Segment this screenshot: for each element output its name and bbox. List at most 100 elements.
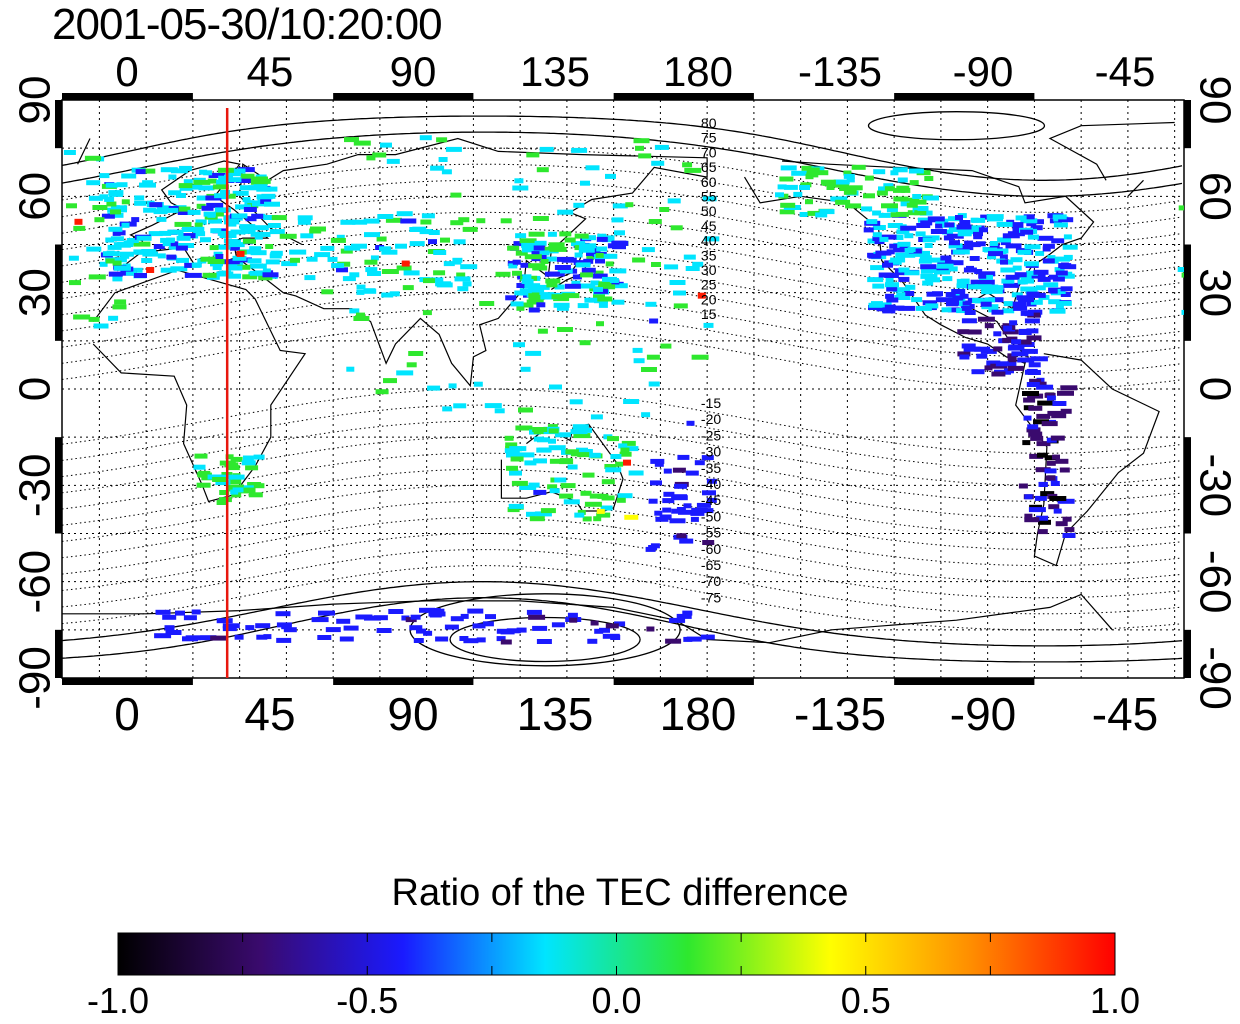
tec-cell: [682, 610, 693, 616]
tec-cell: [1037, 235, 1054, 241]
tec-cell: [988, 251, 1003, 257]
tec-cell: [452, 257, 463, 263]
tec-cell: [342, 276, 356, 282]
contour-line: [62, 292, 1183, 358]
left-lat-label: -90: [11, 646, 60, 710]
tec-cell: [612, 240, 627, 246]
tec-cell: [516, 627, 527, 633]
tec-cell: [352, 219, 368, 225]
tec-cell: [379, 246, 391, 252]
tec-cell: [1038, 481, 1048, 487]
tec-cell: [177, 210, 195, 215]
tec-cell: [1024, 244, 1041, 250]
tec-cell: [202, 272, 217, 278]
tec-cell: [894, 295, 911, 300]
tec-cell: [225, 239, 241, 245]
top-lon-label: -90: [953, 48, 1014, 95]
tec-cell: [331, 263, 345, 269]
tec-cell: [609, 268, 627, 274]
tec-cell: [263, 634, 272, 640]
tec-cell: [179, 185, 193, 191]
tec-cell: [203, 170, 213, 176]
tec-cell: [524, 460, 537, 466]
tec-cell: [134, 200, 147, 206]
tec-cell: [442, 406, 453, 412]
tec-cell: [176, 257, 189, 263]
tec-cell: [993, 285, 1004, 291]
tec-cell: [900, 225, 917, 231]
tec-cell: [251, 201, 268, 207]
tec-cell: [125, 270, 137, 276]
tec-cell: [228, 262, 244, 268]
tec-cell: [579, 340, 591, 346]
tec-cell: [1031, 273, 1046, 279]
tec-cell: [981, 289, 993, 295]
tec-cell: [540, 246, 557, 252]
tec-cell: [600, 505, 613, 511]
tec-cell: [1036, 515, 1049, 521]
tec-cell: [1020, 229, 1034, 235]
tec-cell: [985, 297, 996, 303]
tec-cell: [702, 540, 715, 545]
tec-cell: [251, 213, 264, 219]
tec-cell: [999, 254, 1008, 260]
tec-cell: [946, 233, 964, 239]
tec-cell: [945, 292, 956, 297]
tec-cell: [881, 203, 898, 209]
tec-cell: [306, 256, 318, 262]
tec-cell: [253, 454, 265, 460]
tec-cell: [934, 269, 950, 275]
tec-cell: [864, 175, 874, 181]
tec-cell: [485, 614, 496, 620]
tec-cell: [228, 273, 242, 279]
tec-cell: [168, 244, 181, 250]
tec-cell: [676, 613, 692, 619]
tec-cell: [356, 289, 365, 295]
right-lat-label: 30: [1190, 268, 1239, 317]
tec-cell: [536, 167, 549, 173]
tec-cell: [409, 625, 423, 631]
tec-cell: [167, 207, 179, 213]
tec-cell: [1036, 413, 1051, 419]
tec-cell: [590, 280, 600, 286]
tec-cell: [409, 241, 425, 247]
tec-cell: [68, 255, 79, 261]
tec-cell: [961, 343, 976, 349]
tec-cell: [682, 162, 693, 168]
tec-cell: [580, 283, 596, 289]
tec-cell: [878, 272, 892, 278]
bottom-lon-label: 45: [244, 688, 295, 740]
tec-cell: [878, 186, 888, 192]
tec-cell: [168, 190, 182, 196]
tec-cell: [692, 261, 704, 267]
tec-cell: [381, 249, 398, 255]
contour-line: [62, 260, 1183, 326]
tec-cell: [139, 182, 156, 188]
tec-cell: [544, 271, 560, 277]
tec-cell: [660, 343, 672, 349]
tec-cell: [88, 274, 106, 280]
colorbar-ticks: [117, 933, 1116, 975]
tec-cell: [1027, 370, 1041, 375]
contour-label: 70: [701, 144, 717, 160]
tec-cell: [587, 638, 598, 644]
tec-cell: [889, 243, 898, 249]
tec-cell: [533, 489, 547, 495]
tec-cell: [1055, 270, 1068, 276]
tec-cell: [972, 298, 984, 303]
tec-cell-high: [146, 266, 155, 273]
tec-cell: [783, 184, 798, 190]
tec-cell: [595, 258, 605, 264]
tec-cell: [263, 215, 279, 220]
tec-cell: [898, 267, 910, 273]
tec-cell: [383, 378, 397, 384]
tec-cell: [1060, 292, 1071, 297]
tec-cell: [574, 512, 585, 518]
map-title: 2001-05-30/10:20:00: [52, 0, 443, 49]
tec-cell: [584, 297, 601, 303]
tec-cell: [648, 545, 658, 550]
tec-cell: [520, 366, 531, 372]
tec-cell: [160, 167, 178, 173]
tec-cell: [948, 227, 966, 233]
tec-cell: [389, 291, 400, 297]
